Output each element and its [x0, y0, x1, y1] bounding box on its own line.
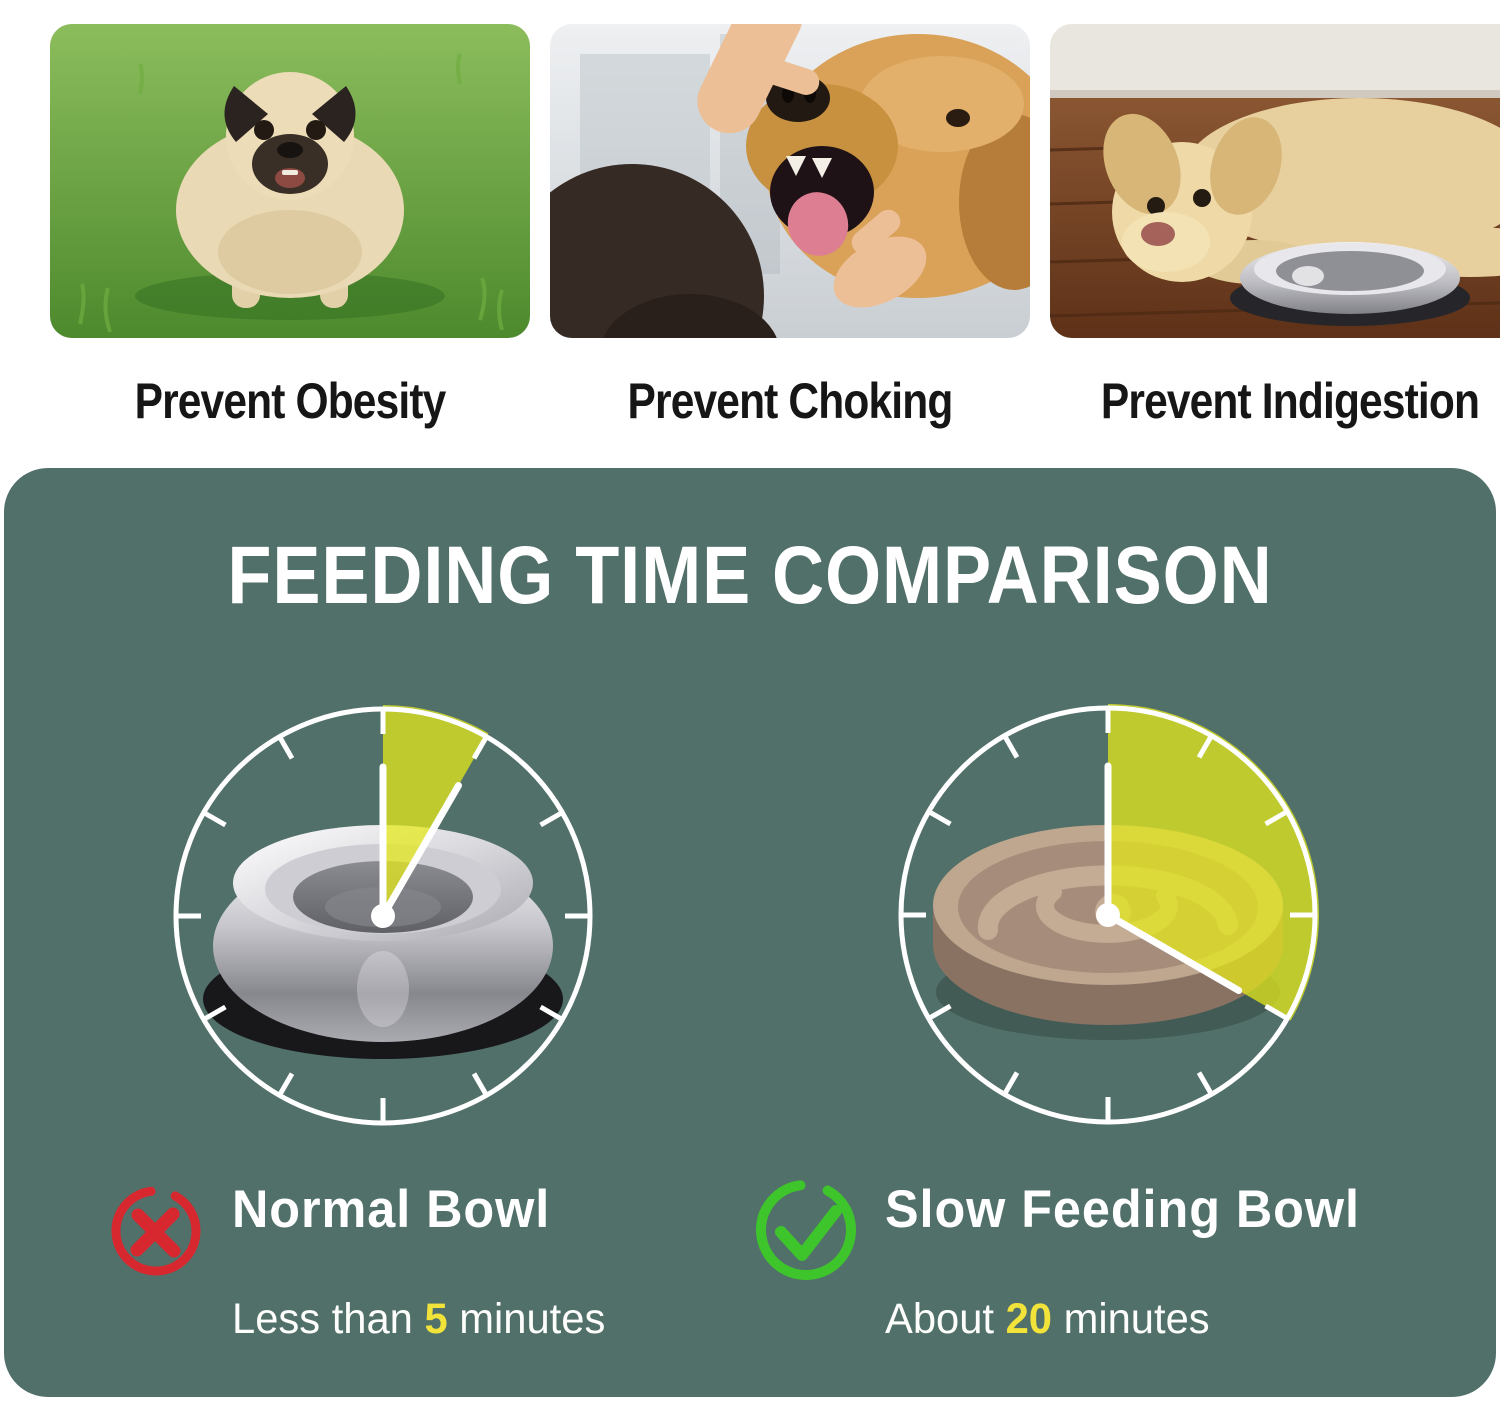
stainless-steel-bowl	[203, 825, 563, 1059]
clock-center-dot	[1096, 903, 1120, 927]
grass-blades	[78, 53, 504, 333]
clock-ticks	[902, 709, 1314, 1121]
comparison-panel: FEEDING TIME COMPARISON	[4, 468, 1496, 1397]
clock-hands	[1104, 762, 1243, 994]
benefit-caption: Prevent Obesity	[134, 373, 447, 429]
time-value: 5	[424, 1295, 448, 1343]
benefit-card-obesity: Prevent Obesity	[50, 24, 530, 464]
steel-bowl-small	[1230, 242, 1470, 326]
time-suffix: minutes	[447, 1295, 606, 1343]
time-prefix: Less than	[232, 1295, 425, 1343]
photo-mouth-check	[550, 24, 1030, 338]
slow-bowl-clock	[893, 700, 1323, 1130]
pug-on-grass-illustration	[50, 24, 530, 338]
clock-hands	[379, 763, 462, 920]
benefit-card-indigestion: Prevent Indigestion	[1050, 24, 1500, 464]
benefit-card-choking: Prevent Choking	[550, 24, 1030, 464]
slow-bowl-label: Slow Feeding Bowl	[885, 1180, 1360, 1239]
five-minute-wedge	[383, 705, 489, 916]
benefit-caption: Prevent Choking	[627, 373, 954, 429]
golden-retriever-head	[746, 34, 1030, 298]
person-head	[550, 164, 777, 338]
cross-icon	[111, 1186, 201, 1276]
clock-dial	[898, 705, 1318, 1125]
labrador-beside-bowl-illustration	[1050, 24, 1500, 338]
normal-bowl-time: Less than 5 minutes	[232, 1294, 605, 1344]
slow-bowl-time: About 20 minutes	[885, 1294, 1210, 1344]
time-prefix: About	[885, 1295, 1006, 1343]
check-icon	[756, 1180, 856, 1280]
clock-ticks	[177, 710, 589, 1122]
photo-overweight-pug	[50, 24, 530, 338]
photo-sad-labrador	[1050, 24, 1500, 338]
retriever-mouth-check-illustration	[550, 24, 1030, 338]
benefit-caption: Prevent Indigestion	[1100, 373, 1480, 429]
time-value: 20	[1005, 1295, 1053, 1343]
pug-dog	[176, 72, 404, 308]
normal-bowl-clock	[168, 701, 598, 1131]
owner-hand	[697, 24, 927, 308]
clock-center-dot	[371, 904, 395, 928]
normal-bowl-label: Normal Bowl	[232, 1180, 551, 1239]
comparison-title: FEEDING TIME COMPARISON	[227, 530, 1273, 621]
clock-dial	[173, 706, 593, 1126]
time-suffix: minutes	[1052, 1295, 1210, 1343]
